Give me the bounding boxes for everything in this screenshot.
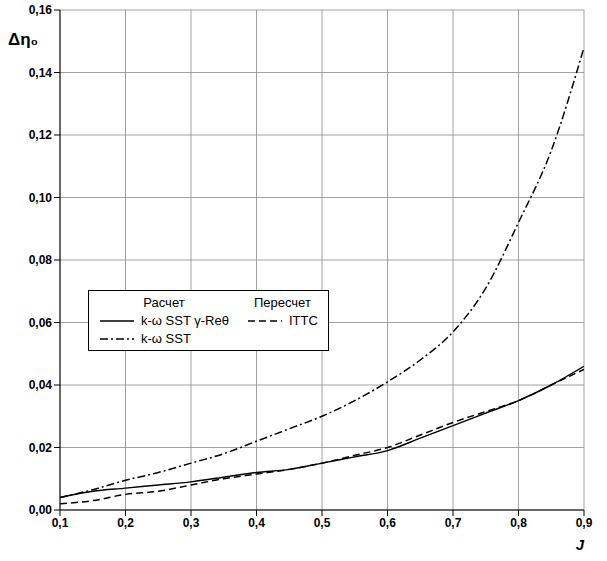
svg-text:J: J xyxy=(576,536,585,553)
svg-text:0,14: 0,14 xyxy=(29,66,53,80)
html-text:k-ω SST: k-ω SST xyxy=(141,331,191,346)
html-text:k-ω SST γ-Reθ: k-ω SST γ-Reθ xyxy=(141,313,229,328)
svg-text:0,8: 0,8 xyxy=(510,516,527,530)
svg-text:0,08: 0,08 xyxy=(29,253,53,267)
svg-text:0,4: 0,4 xyxy=(248,516,265,530)
html-text:Расчет: Расчет xyxy=(143,295,185,310)
html-text:Пересчет: Пересчет xyxy=(253,295,311,310)
svg-text:0,1: 0,1 xyxy=(52,516,69,530)
svg-text:0,16: 0,16 xyxy=(29,3,53,17)
svg-text:0,3: 0,3 xyxy=(183,516,200,530)
svg-text:0,12: 0,12 xyxy=(29,128,53,142)
svg-text:0,6: 0,6 xyxy=(379,516,396,530)
svg-text:0,02: 0,02 xyxy=(29,441,53,455)
svg-text:0,9: 0,9 xyxy=(576,516,593,530)
svg-text:0,10: 0,10 xyxy=(29,191,53,205)
html-text:ITTC: ITTC xyxy=(288,313,318,328)
svg-text:0,04: 0,04 xyxy=(29,378,53,392)
svg-text:0,00: 0,00 xyxy=(29,503,53,517)
svg-text:0,7: 0,7 xyxy=(445,516,462,530)
html-text:Δη₀: Δη₀ xyxy=(8,30,39,49)
svg-text:0,2: 0,2 xyxy=(117,516,134,530)
svg-text:0,06: 0,06 xyxy=(29,316,53,330)
svg-text:0,5: 0,5 xyxy=(314,516,331,530)
